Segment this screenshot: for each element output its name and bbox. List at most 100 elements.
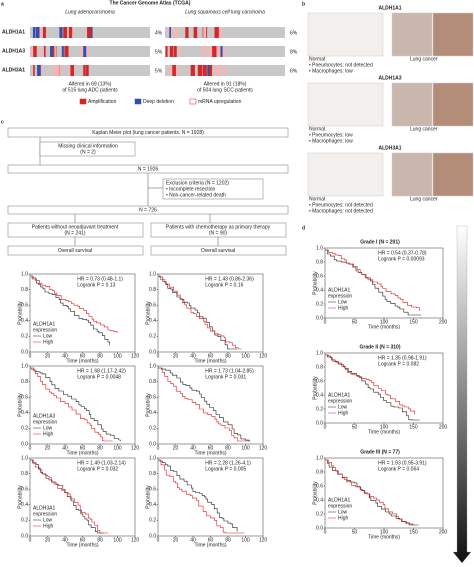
alteration	[172, 65, 176, 76]
axis-label: Time (months)	[194, 542, 226, 548]
y-tick-label: 0.2	[316, 301, 323, 307]
alteration	[207, 65, 210, 76]
y-tick-label: 0.4	[21, 502, 28, 508]
legend-text: Low	[43, 425, 53, 431]
survival-curve	[158, 367, 249, 442]
y-tick-label: 1.0	[149, 271, 156, 277]
y-tick-label: 0.4	[21, 318, 28, 324]
altered-text: Altered in 91 (18%)	[204, 81, 247, 87]
alteration	[167, 27, 170, 38]
legend-title: expression	[328, 293, 352, 299]
logrank-text: Logrank P = 0.16	[205, 282, 243, 288]
x-tick-label: 100	[113, 537, 122, 543]
alteration	[70, 65, 72, 76]
x-tick-label: 100	[113, 353, 122, 359]
alteration	[43, 46, 46, 57]
y-tick-label: 0.0	[21, 349, 28, 355]
survival-curve	[325, 249, 422, 316]
plot-frame	[157, 457, 264, 537]
legend-title: ALDH1A3	[33, 413, 55, 419]
y-tick-label: 0.6	[316, 273, 323, 279]
box	[39, 141, 136, 157]
survival-curve	[158, 459, 238, 532]
y-tick-label: 0.4	[149, 502, 156, 508]
note: • Pneumocytes: not detected	[309, 62, 373, 68]
survival-curve	[30, 367, 121, 441]
alteration	[87, 27, 92, 38]
alteration	[202, 65, 207, 76]
y-tick-label: 1.0	[316, 350, 323, 356]
alteration	[52, 46, 55, 57]
axis-label: Time (months)	[368, 324, 400, 330]
alteration	[71, 65, 75, 76]
hr-text: HR = 2.28 (1.26-4.1)	[205, 460, 251, 466]
x-tick-label: 20	[45, 445, 51, 451]
x-tick-label: 40	[62, 445, 68, 451]
legend-title: ALDH1A1	[328, 497, 350, 503]
legend-text: High	[43, 523, 54, 529]
y-tick-label: 0.2	[149, 426, 156, 432]
panel-label: d	[302, 225, 305, 231]
alteration	[193, 27, 198, 38]
image-label: Normal	[309, 196, 325, 202]
tissue-cancer	[432, 152, 474, 197]
x-tick-label: 50	[352, 319, 358, 325]
y-tick-label: 0.0	[149, 349, 156, 355]
plot-title: Grade II (N = 310)	[360, 344, 401, 350]
y-tick-label: 0.4	[149, 410, 156, 416]
x-tick-label: 0	[29, 353, 32, 359]
survival-curve	[158, 367, 251, 442]
x-tick-label: 80	[97, 353, 103, 359]
logrank-text: Logrank P = 0.031	[205, 374, 246, 380]
gene-label: ALDH1A1	[378, 5, 401, 11]
hr-text: HR = 1.93 (0.95-3.91)	[378, 460, 427, 466]
x-tick-label: 20	[173, 353, 179, 359]
y-tick-label: 0.2	[149, 334, 156, 340]
alteration	[219, 27, 223, 38]
alteration	[72, 27, 75, 38]
legend-title: expression	[33, 419, 57, 425]
legend-title: ALDH1A1	[328, 287, 350, 293]
y-tick-label: 0.8	[149, 379, 156, 385]
x-tick-label: 100	[380, 529, 389, 535]
alteration	[214, 27, 219, 38]
logrank-text: Logrank P = 0.0048	[77, 374, 121, 380]
alteration	[61, 46, 64, 57]
x-tick-label: 80	[225, 537, 231, 543]
x-tick-label: 80	[97, 445, 103, 451]
pct: 8%	[290, 49, 298, 55]
y-tick-label: 0.0	[316, 315, 323, 321]
logrank-text: Logrank P = 0.064	[378, 466, 419, 472]
plot-frame	[324, 457, 444, 529]
legend-text: High	[43, 431, 54, 437]
note: • Macrophages: low	[309, 138, 353, 144]
y-tick-label: 0.6	[21, 487, 28, 493]
gene-label: ALDH1A3	[2, 48, 25, 54]
hr-text: HR = 1.43 (0.86-2.36)	[205, 276, 254, 282]
axis-label: Time (months)	[66, 450, 98, 456]
box	[7, 222, 144, 238]
legend-swatch	[79, 98, 87, 105]
x-tick-label: 20	[173, 537, 179, 543]
x-tick-label: 100	[241, 537, 250, 543]
alteration	[185, 27, 189, 38]
panel-label: c	[1, 119, 4, 125]
x-tick-label: 100	[241, 445, 250, 451]
legend-text: High	[338, 410, 349, 416]
legend-swatch	[189, 98, 197, 105]
y-tick-label: 1.0	[21, 271, 28, 277]
survival-curve	[325, 249, 420, 311]
x-tick-label: 60	[80, 537, 86, 543]
hr-text: HR = 1.73 (1.04-2.85)	[205, 368, 254, 374]
x-tick-label: 40	[62, 353, 68, 359]
x-tick-label: 80	[97, 537, 103, 543]
survival-curve	[158, 275, 237, 350]
alteration	[169, 46, 174, 57]
x-tick-label: 200	[439, 424, 448, 430]
tissue-cancer	[432, 82, 474, 127]
alteration	[177, 65, 181, 76]
x-tick-label: 150	[409, 529, 418, 535]
flow-text: • Non-cancer-related death	[166, 192, 226, 198]
x-tick-label: 0	[324, 319, 327, 325]
alteration	[30, 46, 34, 57]
